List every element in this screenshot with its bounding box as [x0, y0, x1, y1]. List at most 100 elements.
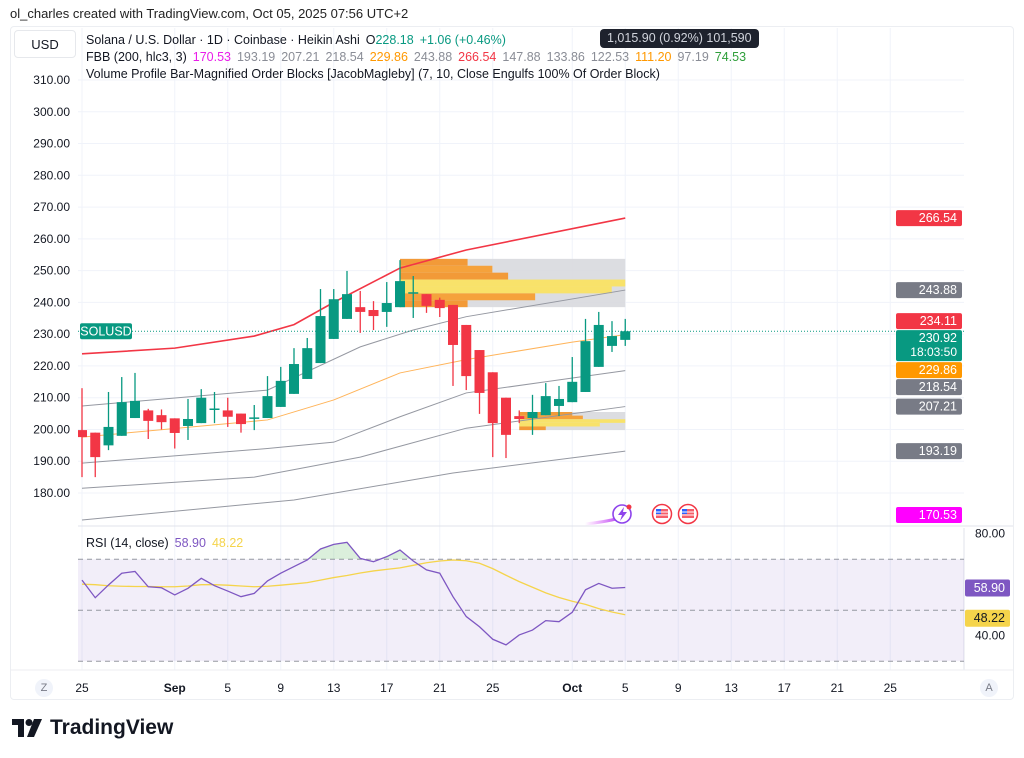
y-tick-label: 220.00: [33, 359, 70, 373]
fbb-value: 266.54: [458, 50, 497, 64]
us-flag-event-icon[interactable]: [651, 503, 673, 525]
zoom-button[interactable]: Z: [35, 679, 53, 697]
x-tick-label: 17: [778, 681, 792, 695]
price-badge-label: 266.54: [919, 211, 957, 225]
candle-body: [474, 350, 485, 393]
candle-body: [527, 411, 538, 419]
vp-title: Volume Profile Bar-Magnified Order Block…: [86, 67, 660, 81]
price-badge-label: 218.54: [919, 380, 957, 394]
x-tick-label: 25: [884, 681, 898, 695]
volume-profile-bar: [519, 415, 583, 420]
symbol-badge-label: SOLUSD: [80, 325, 131, 339]
fbb-value: 74.53: [714, 50, 747, 64]
bar-countdown: 18:03:50: [910, 345, 957, 359]
x-tick-label: 21: [831, 681, 845, 695]
volume-profile-bar: [400, 300, 468, 308]
price-badge: [896, 362, 962, 379]
symbol-title: Solana / U.S. Dollar · 1D · Coinbase · H…: [86, 33, 360, 47]
candle-body: [580, 341, 591, 392]
candle-body: [236, 413, 246, 425]
candle-body: [143, 410, 154, 421]
fbb-value: 207.21: [281, 50, 320, 64]
fbb-value: 97.19: [677, 50, 709, 64]
x-tick-label: 5: [622, 681, 629, 695]
fbb-value: 218.54: [325, 50, 364, 64]
candle-body: [593, 324, 604, 367]
candle-body: [169, 418, 180, 433]
x-tick-label: 13: [327, 681, 341, 695]
candle-body: [342, 294, 352, 319]
price-axis: 180.00 190.00 200.00 210.00 220.00 230.00 240.…: [33, 73, 70, 500]
x-tick-label: 25: [75, 681, 89, 695]
price-badge: [896, 379, 962, 396]
candle-body: [355, 307, 366, 312]
candle-body: [302, 348, 313, 379]
fbb-value: 111.20: [635, 50, 672, 64]
fbb-band-line: [81, 217, 626, 355]
y-tick-label: 200.00: [33, 422, 70, 436]
rsi-legend[interactable]: RSI (14, close) 58.90 48.22: [86, 536, 249, 550]
candle-body: [90, 432, 101, 458]
y-tick-label: 290.00: [33, 137, 70, 151]
x-tick-label: 9: [675, 681, 682, 695]
symbol-legend[interactable]: Solana / U.S. Dollar · 1D · Coinbase · H…: [86, 33, 512, 48]
x-tick-label: 5: [224, 681, 231, 695]
y-tick-label: 180.00: [33, 486, 70, 500]
rsi-tick-label: 40.00: [975, 629, 1005, 643]
rsi-value: 58.90: [174, 536, 206, 550]
x-tick-label: 13: [725, 681, 739, 695]
candle-body: [395, 281, 405, 308]
candle-body: [620, 331, 631, 340]
candle-body: [130, 400, 140, 419]
rsi-ma-badge: [965, 609, 1010, 627]
candle-body: [514, 416, 525, 419]
rsi-value-badge-label: 58.90: [974, 581, 1005, 595]
y-tick-label: 280.00: [33, 168, 70, 182]
y-tick-label: 240.00: [33, 295, 70, 309]
fbb-value: 133.86: [546, 50, 585, 64]
rsi-line: [81, 541, 626, 646]
candle-body: [554, 398, 564, 406]
price-change: +1.06 (+0.46%): [419, 33, 506, 47]
volume-profile-legend[interactable]: Volume Profile Bar-Magnified Order Block…: [86, 67, 666, 82]
price-badge-label: 234.11: [920, 314, 957, 328]
open-label: O: [365, 33, 376, 47]
volume-profile-bar: [400, 293, 536, 301]
last-price-badge: [896, 330, 962, 362]
volume-profile-bar: [400, 258, 468, 266]
volume-profile-bar: [400, 279, 626, 287]
rsi-pane: 80.00 40.00 58.90 48.22: [78, 527, 1010, 662]
candle-body: [116, 402, 127, 436]
candle-body: [156, 415, 167, 423]
price-badge: [896, 313, 962, 330]
volume-profile-bar: [519, 419, 626, 423]
auto-scale-button[interactable]: A: [980, 679, 998, 697]
price-badge: [896, 398, 962, 415]
candle-body: [434, 299, 445, 309]
events: [584, 503, 699, 526]
logo-text: TradingView: [50, 716, 174, 739]
x-tick-label: 21: [433, 681, 447, 695]
rsi-tick-label: 80.00: [975, 527, 1005, 541]
fbb-value: 229.86: [369, 50, 408, 64]
price-badge-label: 170.53: [919, 508, 957, 522]
candle-body: [607, 336, 617, 346]
price-badge-label: 207.21: [919, 400, 957, 414]
currency-button[interactable]: USD: [14, 30, 76, 58]
price-badge-label: 229.86: [919, 363, 957, 377]
lightning-event-icon[interactable]: [612, 504, 632, 524]
candle-body: [421, 294, 432, 306]
order-blocks: [400, 258, 626, 431]
price-badge-label: 243.88: [919, 283, 957, 297]
x-tick-label: 9: [277, 681, 284, 695]
volume-profile-bar: [400, 265, 493, 273]
y-tick-label: 210.00: [33, 391, 70, 405]
candle-body: [448, 304, 458, 345]
fbb-legend[interactable]: FBB (200, hlc3, 3) 170.53 193.19 207.21 218.…: [86, 50, 758, 65]
candle-body: [183, 418, 193, 426]
us-flag-event-icon[interactable]: [677, 503, 699, 525]
candle-body: [103, 426, 114, 446]
volume-profile-bar: [519, 422, 600, 427]
rsi-overbought-fill: [308, 542, 411, 559]
